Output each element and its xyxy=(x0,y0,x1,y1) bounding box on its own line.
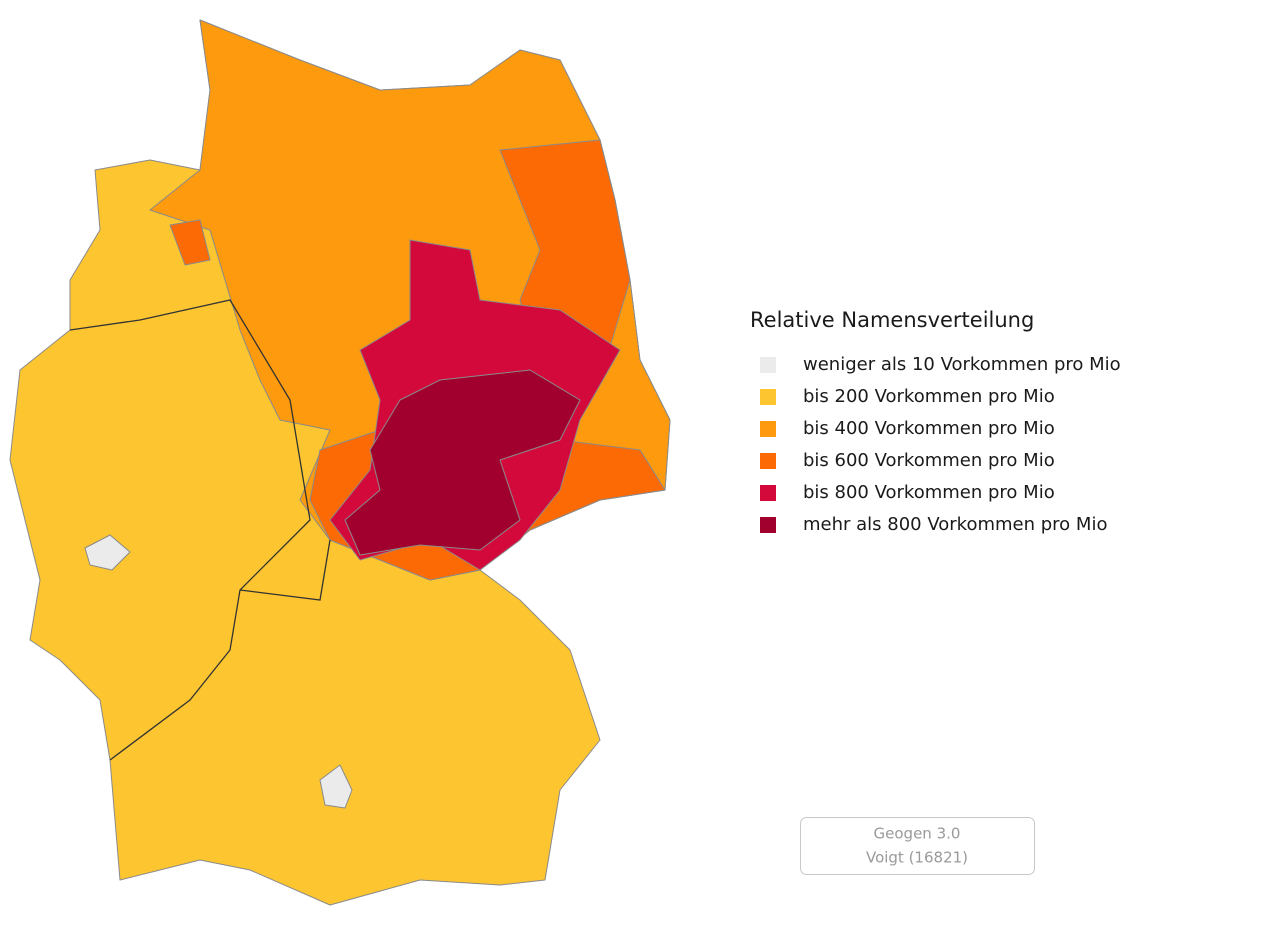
legend-label: bis 200 Vorkommen pro Mio xyxy=(803,386,1055,407)
region xyxy=(169,219,211,266)
legend-swatch xyxy=(760,357,776,373)
state-border xyxy=(69,299,311,761)
legend-swatch xyxy=(760,485,776,501)
region xyxy=(344,369,581,556)
legend-label: bis 800 Vorkommen pro Mio xyxy=(803,482,1055,503)
legend: weniger als 10 Vorkommen pro Mio bis 200 … xyxy=(760,354,1121,535)
legend-swatch xyxy=(760,453,776,469)
footer-text: Geogen 3.0 xyxy=(874,825,961,843)
region xyxy=(84,534,131,571)
legend-label: weniger als 10 Vorkommen pro Mio xyxy=(803,354,1121,375)
map xyxy=(9,19,671,906)
legend-swatch xyxy=(760,389,776,405)
footer: Geogen 3.0 Voigt (16821) xyxy=(866,825,968,867)
region xyxy=(319,764,353,809)
state-border xyxy=(239,539,331,601)
footer-text: Voigt (16821) xyxy=(866,849,968,867)
legend-swatch xyxy=(760,517,776,533)
legend-label: bis 400 Vorkommen pro Mio xyxy=(803,418,1055,439)
legend-label: mehr als 800 Vorkommen pro Mio xyxy=(803,514,1107,535)
footer-box xyxy=(800,817,1035,875)
legend-title: Relative Namensverteilung xyxy=(750,308,1034,332)
legend-swatch xyxy=(760,421,776,437)
legend-label: bis 600 Vorkommen pro Mio xyxy=(803,450,1055,471)
